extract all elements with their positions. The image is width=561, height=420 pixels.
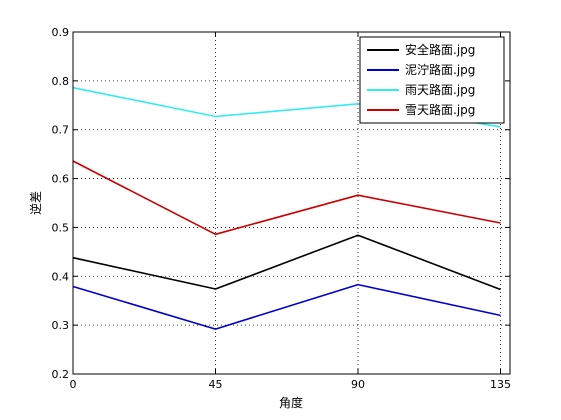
x-tick-label: 90 — [351, 378, 365, 391]
axis-ticks: 0.2 0.3 0.4 0.5 0.6 0.7 0.8 0.9 0 45 90 135 — [52, 26, 512, 391]
x-tick-label: 0 — [70, 378, 77, 391]
y-tick-label: 0.6 — [52, 173, 70, 186]
axes-box — [72, 31, 511, 375]
series-line — [72, 160, 501, 236]
y-tick-label: 0.7 — [52, 124, 70, 137]
y-tick-label: 0.5 — [52, 221, 70, 234]
series-line — [72, 283, 501, 330]
y-axis-label: 逆差 — [28, 191, 43, 215]
x-tick-label: 45 — [209, 378, 223, 391]
y-tick-label: 0.8 — [52, 75, 70, 88]
legend-entry-label: 雪天路面.jpg — [405, 102, 475, 117]
x-tick-label: 135 — [490, 378, 511, 391]
series-line — [72, 234, 501, 291]
y-tick-label: 0.4 — [52, 270, 70, 283]
legend-entry-label: 安全路面.jpg — [405, 42, 475, 57]
y-tick-label: 0.9 — [52, 26, 70, 39]
legend: 安全路面.jpg 泥泞路面.jpg 雨天路面.jpg 雪天路面.jpg — [359, 36, 505, 124]
y-tick-label: 0.2 — [52, 368, 70, 381]
legend-entry-label: 雨天路面.jpg — [405, 82, 475, 97]
legend-box — [359, 36, 505, 124]
x-axis-label: 角度 — [279, 395, 303, 410]
y-tick-label: 0.3 — [52, 319, 70, 332]
legend-entry-label: 泥泞路面.jpg — [405, 62, 475, 77]
